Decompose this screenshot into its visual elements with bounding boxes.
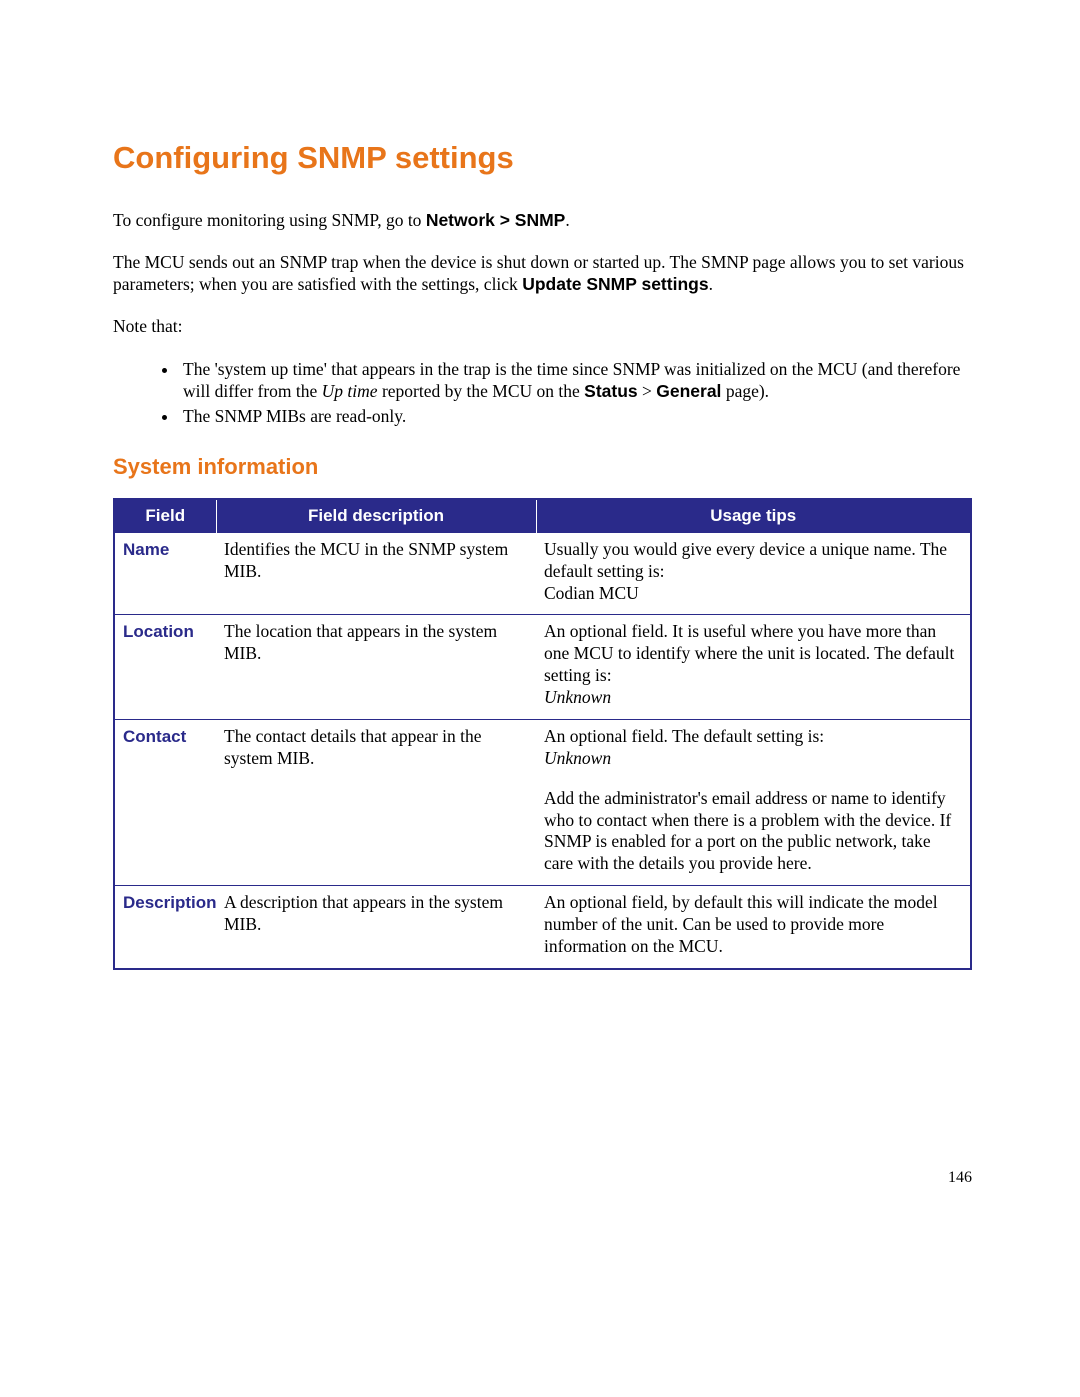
- text: Codian MCU: [544, 583, 962, 605]
- nav-path: Network > SNMP: [426, 210, 566, 230]
- page-number: 146: [948, 1169, 972, 1187]
- usage-tips: An optional field. The default setting i…: [536, 719, 971, 885]
- table-row: Description A description that appears i…: [114, 886, 971, 969]
- field-description: The contact details that appear in the s…: [216, 719, 536, 885]
- col-header-field: Field: [114, 499, 216, 533]
- table-row: Location The location that appears in th…: [114, 615, 971, 720]
- intro-paragraph-2: The MCU sends out an SNMP trap when the …: [113, 252, 972, 296]
- list-item: The 'system up time' that appears in the…: [179, 358, 972, 404]
- text: >: [638, 381, 657, 401]
- nav-label: Status: [584, 381, 637, 401]
- col-header-usage-tips: Usage tips: [536, 499, 971, 533]
- field-name: Description: [114, 886, 216, 969]
- field-description: The location that appears in the system …: [216, 615, 536, 720]
- nav-label: General: [656, 381, 721, 401]
- action-name: Update SNMP settings: [522, 274, 708, 294]
- text: An optional field. It is useful where yo…: [544, 621, 962, 687]
- italic-text: Unknown: [544, 687, 962, 709]
- text: An optional field, by default this will …: [544, 892, 962, 958]
- text: page).: [721, 381, 769, 401]
- section-heading: System information: [113, 454, 972, 480]
- text: Add the administrator's email address or…: [544, 788, 962, 876]
- italic-text: Up time: [322, 381, 378, 401]
- usage-tips: Usually you would give every device a un…: [536, 532, 971, 615]
- table-row: Contact The contact details that appear …: [114, 719, 971, 885]
- usage-tips: An optional field. It is useful where yo…: [536, 615, 971, 720]
- text: .: [565, 210, 569, 230]
- field-name: Location: [114, 615, 216, 720]
- italic-text: Unknown: [544, 748, 962, 770]
- system-information-table: Field Field description Usage tips Name …: [113, 498, 972, 970]
- list-item: The SNMP MIBs are read-only.: [179, 405, 972, 428]
- field-name: Name: [114, 532, 216, 615]
- field-description: A description that appears in the system…: [216, 886, 536, 969]
- field-description: Identifies the MCU in the SNMP system MI…: [216, 532, 536, 615]
- field-name: Contact: [114, 719, 216, 885]
- note-label: Note that:: [113, 316, 972, 338]
- text: Usually you would give every device a un…: [544, 539, 962, 583]
- text: An optional field. The default setting i…: [544, 726, 962, 748]
- text: .: [709, 274, 713, 294]
- usage-tips: An optional field, by default this will …: [536, 886, 971, 969]
- intro-paragraph-1: To configure monitoring using SNMP, go t…: [113, 210, 972, 232]
- page-title: Configuring SNMP settings: [113, 140, 972, 176]
- text: To configure monitoring using SNMP, go t…: [113, 210, 426, 230]
- text: reported by the MCU on the: [378, 381, 585, 401]
- table-header-row: Field Field description Usage tips: [114, 499, 971, 533]
- col-header-description: Field description: [216, 499, 536, 533]
- note-bullet-list: The 'system up time' that appears in the…: [113, 358, 972, 428]
- document-page: Configuring SNMP settings To configure m…: [0, 0, 1080, 1397]
- table-row: Name Identifies the MCU in the SNMP syst…: [114, 532, 971, 615]
